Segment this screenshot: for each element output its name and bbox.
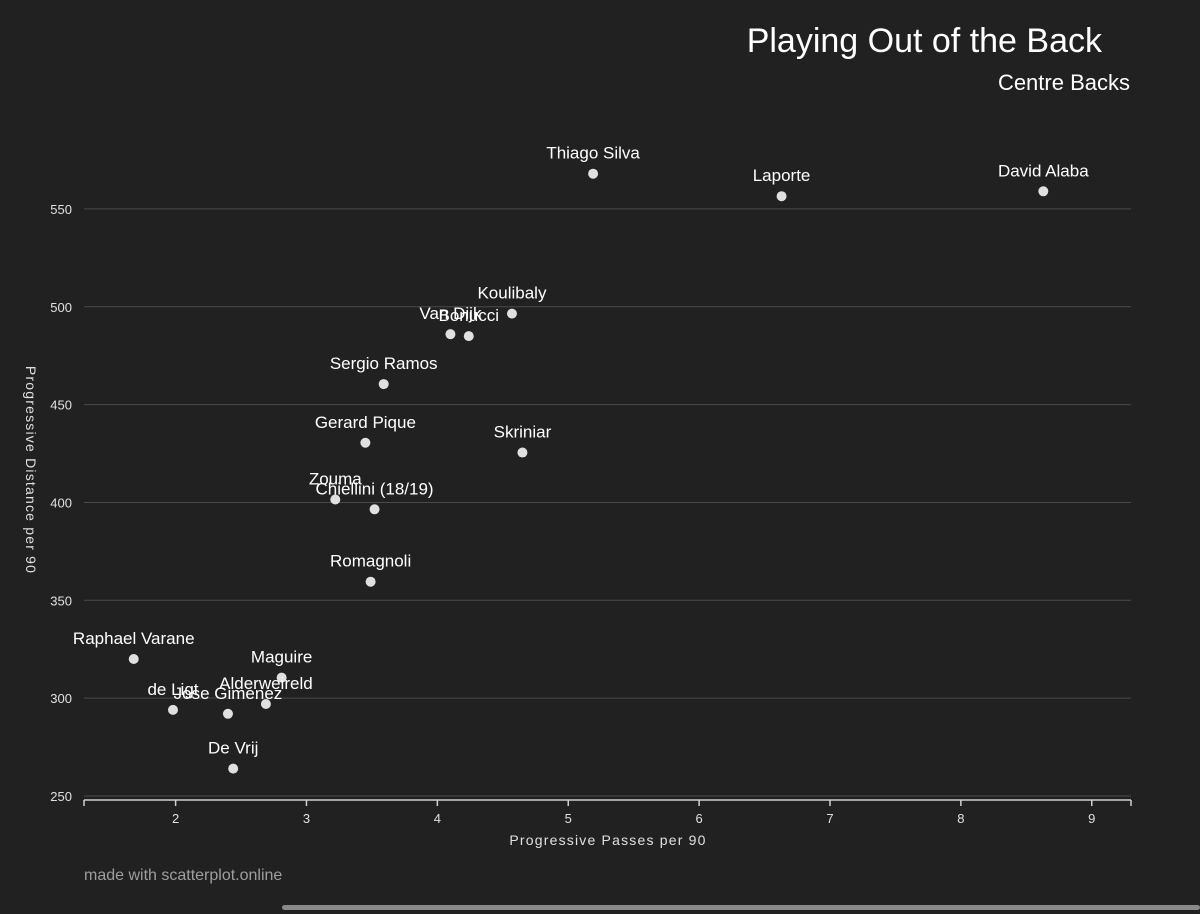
data-point[interactable] xyxy=(776,191,787,202)
chart-title: Playing Out of the Back xyxy=(746,22,1102,60)
x-tick-label: 2 xyxy=(172,811,179,826)
point-label: de Ligt xyxy=(147,680,198,699)
y-tick-label: 500 xyxy=(50,300,72,315)
point-label: Jose Gimenez xyxy=(174,684,283,703)
x-tick-label: 5 xyxy=(565,811,572,826)
point-label: Van Dijk xyxy=(419,304,482,323)
data-point[interactable] xyxy=(365,576,376,587)
point-label: David Alaba xyxy=(998,161,1089,180)
x-axis-title: Progressive Passes per 90 xyxy=(509,832,706,848)
point-label: Sergio Ramos xyxy=(330,354,438,373)
data-point[interactable] xyxy=(260,699,271,710)
point-label: Koulibaly xyxy=(477,284,546,303)
chart-subtitle: Centre Backs xyxy=(997,70,1130,95)
data-point[interactable] xyxy=(463,331,474,342)
data-point[interactable] xyxy=(222,708,233,719)
y-tick-label: 450 xyxy=(50,398,72,413)
data-point[interactable] xyxy=(228,763,239,774)
x-tick-label: 9 xyxy=(1088,811,1095,826)
data-point[interactable] xyxy=(378,379,389,390)
data-point[interactable] xyxy=(445,329,456,340)
horizontal-scrollbar[interactable] xyxy=(282,905,1200,910)
y-axis-title: Progressive Distance per 90 xyxy=(23,366,39,574)
data-point[interactable] xyxy=(1038,186,1049,197)
x-tick-label: 6 xyxy=(695,811,702,826)
point-label: Thiago Silva xyxy=(546,144,640,163)
y-tick-label: 250 xyxy=(50,789,72,804)
y-tick-label: 300 xyxy=(50,691,72,706)
x-tick-label: 3 xyxy=(303,811,310,826)
data-point[interactable] xyxy=(360,437,371,448)
point-label: Romagnoli xyxy=(330,552,411,571)
data-point[interactable] xyxy=(369,504,380,515)
point-label: Raphael Varane xyxy=(73,629,195,648)
point-label: Gerard Pique xyxy=(315,413,416,432)
x-tick-label: 8 xyxy=(957,811,964,826)
point-label: De Vrij xyxy=(208,739,258,758)
point-label: Chiellini (18/19) xyxy=(315,479,433,498)
x-tick-label: 7 xyxy=(826,811,833,826)
data-point[interactable] xyxy=(330,494,341,505)
point-label: Zouma xyxy=(309,470,362,489)
x-tick-label: 4 xyxy=(434,811,441,826)
point-label: Skriniar xyxy=(494,423,552,442)
data-point[interactable] xyxy=(506,308,517,319)
y-tick-label: 550 xyxy=(50,202,72,217)
y-tick-label: 400 xyxy=(50,495,72,510)
grid-lines xyxy=(84,208,1131,797)
data-point[interactable] xyxy=(517,447,528,458)
axes: 250 300 350 400 450 500 550 2 3 4 5 6 7 8 9 xyxy=(50,202,1132,826)
data-points: Thiago Silva Laporte David Alaba KoulibalyV… xyxy=(73,144,1089,774)
footer-credit: made with scatterplot.online xyxy=(84,867,283,884)
data-point[interactable] xyxy=(276,672,287,683)
data-point[interactable] xyxy=(588,168,599,179)
point-label: Laporte xyxy=(753,166,811,185)
point-label: Bonucci xyxy=(439,306,499,325)
point-label: Maguire xyxy=(251,648,312,667)
data-point[interactable] xyxy=(128,654,139,665)
point-label: Alderweireld xyxy=(219,674,313,693)
y-tick-label: 350 xyxy=(50,593,72,608)
data-point[interactable] xyxy=(167,704,178,715)
